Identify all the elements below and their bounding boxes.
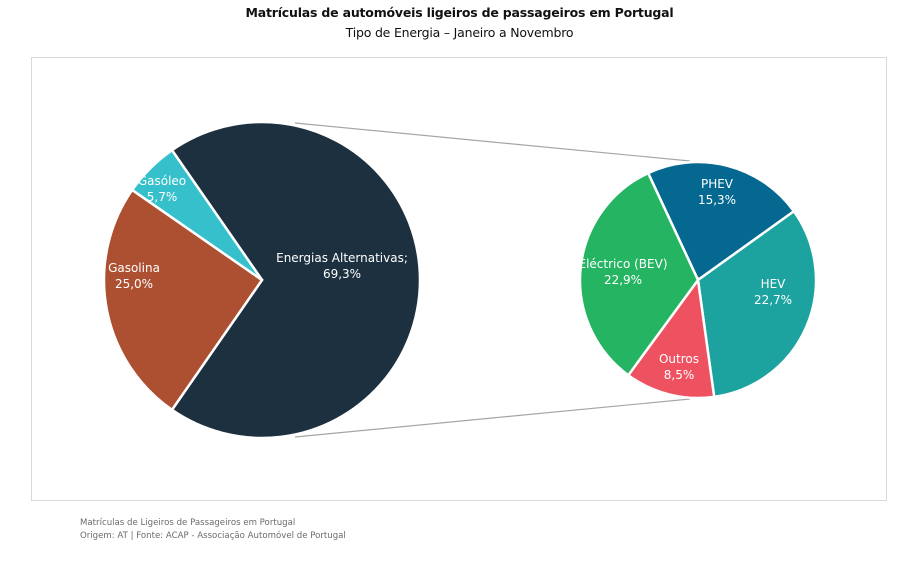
data-label-phev: PHEV [701,177,734,191]
chart-frame [31,57,887,501]
connector-line-bottom [294,398,691,438]
main-slice-gasoleo [130,148,264,282]
data-value-gasoleo: 5,7% [147,190,178,204]
secondary-pie [578,160,818,400]
data-label-gasoleo: Gasóleo [138,174,186,188]
main-slice-energias-alternativas [170,120,422,440]
secondary-slice-outros [626,276,716,400]
connector-line-top [294,122,691,162]
data-label-energias-alternativas: Energias Alternativas; [276,251,408,265]
footer-line-1: Matrículas de Ligeiros de Passageiros em… [80,518,296,528]
main-pie [102,120,422,440]
data-label-gasolina: Gasolina [108,261,160,275]
data-value-hev: 22,7% [754,293,792,307]
data-label-electrico-bev: Eléctrico (BEV) [578,257,667,271]
chart-footer: Matrículas de Ligeiros de Passageiros em… [80,517,346,543]
data-value-outros: 8,5% [664,368,695,382]
secondary-slice-hev [696,209,818,399]
main-slice-gasolina [102,188,264,412]
data-value-electrico-bev: 22,9% [604,273,642,287]
chart-subtitle: Tipo de Energia – Janeiro a Novembro [345,25,574,40]
data-label-hev: HEV [761,277,787,291]
data-value-gasolina: 25,0% [115,277,153,291]
footer-line-2: Origem: AT | Fonte: ACAP - Associação Au… [80,531,346,541]
secondary-slice-electrico-bev [578,171,700,377]
data-label-outros: Outros [659,352,699,366]
data-value-energias-alternativas: 69,3% [323,267,361,281]
chart-title: Matrículas de automóveis ligeiros de pas… [245,5,674,20]
data-value-phev: 15,3% [698,193,736,207]
